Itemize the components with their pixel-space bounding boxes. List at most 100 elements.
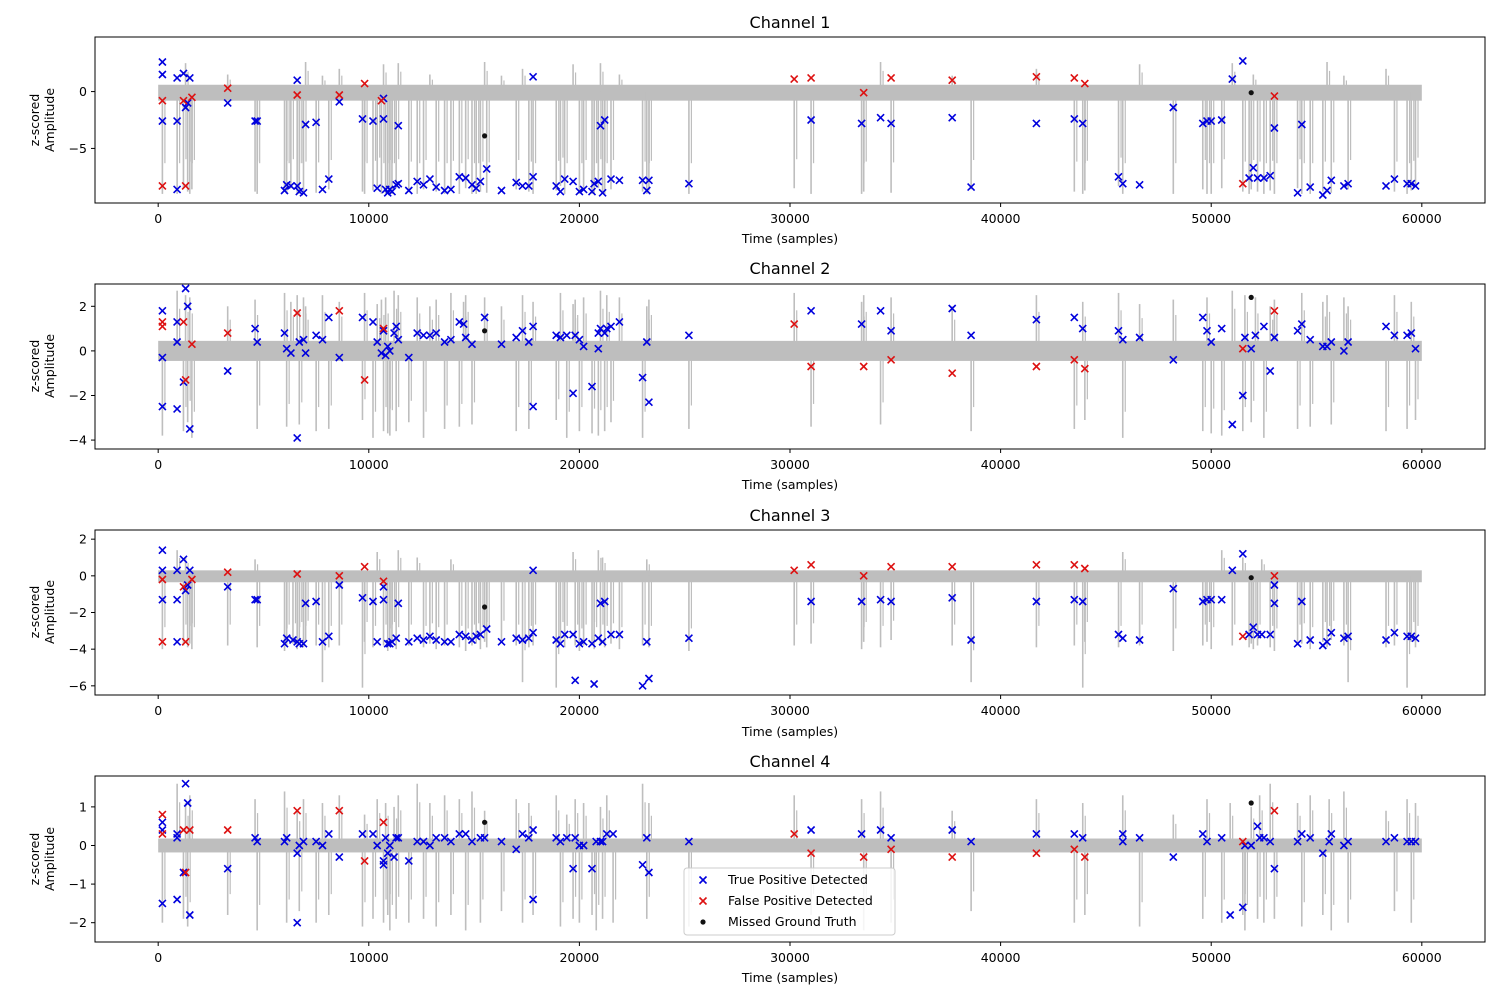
- true-positive-marker: [387, 187, 397, 196]
- x-stroke: [529, 402, 538, 411]
- x-tick-label: 10000: [349, 703, 389, 718]
- x-stroke: [790, 566, 799, 575]
- x-stroke: [1240, 841, 1249, 850]
- false-positive-marker: [179, 825, 188, 835]
- x-stroke: [1390, 628, 1399, 637]
- x-stroke: [1032, 362, 1041, 371]
- y-tick-label: −1: [69, 877, 87, 892]
- x-tick-label: 0: [154, 457, 162, 472]
- x-stroke: [1135, 333, 1144, 342]
- x-stroke: [575, 335, 584, 344]
- x-stroke: [587, 864, 597, 873]
- true-positive-marker: [1032, 597, 1041, 606]
- true-positive-marker: [467, 340, 477, 349]
- x-stroke: [461, 829, 470, 838]
- x-stroke: [158, 117, 167, 126]
- true-positive-marker: [857, 320, 866, 329]
- x-stroke: [461, 333, 470, 342]
- x-stroke: [529, 72, 538, 81]
- x-stroke: [967, 183, 976, 192]
- true-positive-marker: [419, 331, 428, 340]
- x-stroke: [1297, 120, 1306, 129]
- x-stroke: [472, 632, 481, 641]
- true-positive-marker: [600, 329, 609, 338]
- x-stroke: [413, 177, 422, 186]
- x-axis-label: Time (samples): [741, 231, 838, 246]
- true-positive-marker: [1240, 841, 1249, 850]
- false-positive-marker: [179, 582, 188, 591]
- x-stroke: [790, 829, 799, 838]
- true-positive-marker: [358, 313, 367, 322]
- x-stroke: [1228, 420, 1237, 429]
- true-positive-marker: [335, 580, 344, 590]
- x-stroke: [377, 349, 386, 358]
- true-positive-marker: [807, 306, 816, 315]
- x-stroke: [335, 306, 344, 315]
- true-positive-marker: [425, 841, 434, 850]
- true-positive-marker: [684, 634, 693, 643]
- x-stroke: [859, 88, 868, 97]
- true-positive-marker: [385, 841, 394, 850]
- true-positive-marker: [293, 181, 302, 190]
- plot-area: [158, 546, 1422, 690]
- x-stroke: [223, 582, 232, 591]
- x-stroke: [579, 637, 588, 646]
- x-stroke: [368, 597, 378, 606]
- x-stroke: [181, 375, 190, 384]
- x-stroke: [638, 681, 647, 690]
- true-positive-marker: [446, 335, 455, 344]
- x-stroke: [1249, 163, 1258, 172]
- x-tick-label: 30000: [770, 950, 810, 965]
- x-stroke: [556, 333, 565, 342]
- x-stroke: [1259, 173, 1268, 183]
- y-tick-label: 0: [79, 343, 87, 358]
- true-positive-marker: [158, 306, 167, 315]
- legend-marker-x-icon: [698, 875, 708, 885]
- true-positive-marker: [1249, 163, 1258, 172]
- true-positive-marker: [1202, 326, 1212, 335]
- false-positive-marker: [948, 369, 957, 378]
- false-positive-marker: [187, 93, 196, 102]
- x-tick-label: 10000: [349, 950, 389, 965]
- true-positive-marker: [529, 72, 538, 81]
- channel-3-panel: Channel 3 0 10000 20000 30000 40000 50000 6000…: [27, 506, 1486, 739]
- x-stroke: [1032, 72, 1041, 81]
- x-stroke: [1198, 829, 1207, 838]
- x-stroke: [299, 335, 308, 344]
- legend-entry-false-positive: False Positive Detected: [698, 893, 873, 908]
- true-positive-marker: [404, 856, 413, 865]
- x-stroke: [1407, 329, 1416, 338]
- true-positive-marker: [1297, 597, 1306, 606]
- true-positive-marker: [1198, 313, 1207, 322]
- true-positive-marker: [379, 326, 388, 335]
- x-stroke: [642, 337, 651, 347]
- x-stroke: [684, 331, 693, 340]
- x-stroke: [358, 313, 367, 322]
- missed-ground-truth-marker: [1248, 800, 1254, 806]
- missed-ground-truth-marker: [482, 604, 488, 610]
- true-positive-marker: [1135, 180, 1144, 189]
- x-stroke: [335, 353, 344, 362]
- true-positive-marker: [413, 634, 422, 643]
- false-positive-marker: [335, 90, 344, 100]
- x-stroke: [1306, 635, 1315, 645]
- x-stroke: [181, 586, 190, 595]
- x-stroke: [579, 342, 588, 351]
- x-stroke: [529, 566, 538, 575]
- x-stroke: [282, 634, 291, 643]
- true-positive-marker: [1297, 320, 1306, 329]
- x-stroke: [1411, 837, 1420, 846]
- x-stroke: [518, 635, 527, 645]
- x-stroke: [529, 172, 538, 181]
- x-stroke: [379, 326, 388, 335]
- x-stroke: [368, 117, 378, 126]
- true-positive-marker: [432, 635, 441, 645]
- x-stroke: [1411, 634, 1420, 643]
- x-stroke: [324, 175, 333, 184]
- false-positive-marker: [181, 637, 190, 646]
- x-stroke: [1318, 849, 1327, 858]
- true-positive-marker: [413, 329, 422, 338]
- x-stroke: [253, 837, 262, 846]
- true-positive-marker: [948, 825, 957, 835]
- true-positive-marker: [1228, 566, 1237, 575]
